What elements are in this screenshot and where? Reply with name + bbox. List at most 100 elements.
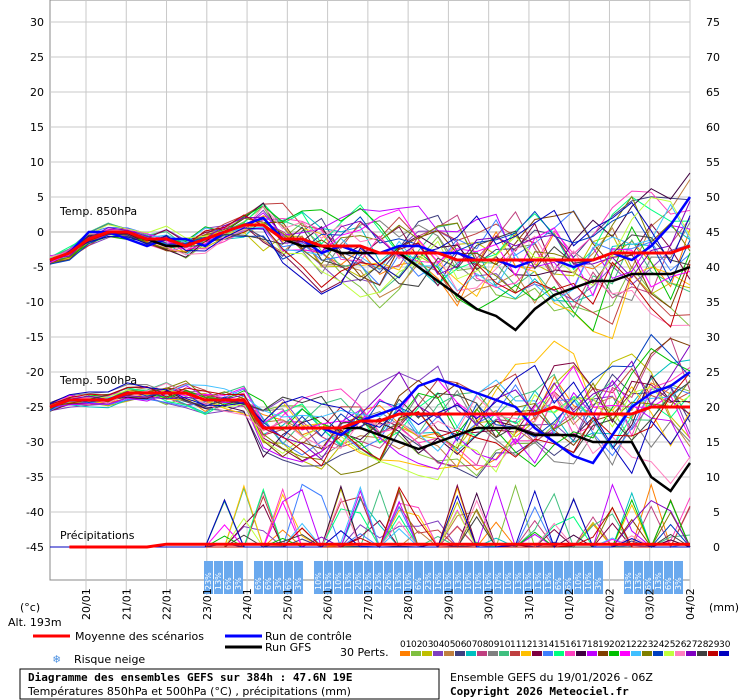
- pert-legend-swatch: [411, 651, 421, 656]
- pert-legend-id: 11: [510, 640, 521, 650]
- series-0-t850: [49, 223, 691, 262]
- left-tick-label: 20: [30, 86, 44, 99]
- snow-risk-box: [504, 561, 513, 594]
- pert-legend-id: 07: [466, 640, 477, 650]
- right-tick-label: 35: [706, 296, 720, 309]
- snow-risk-box: [264, 561, 273, 594]
- snow-risk-value: 13%: [654, 572, 663, 590]
- right-tick-label: 5: [713, 506, 720, 519]
- left-tick-label: -40: [26, 506, 44, 519]
- perturbation-04-t500: [49, 365, 691, 451]
- legend-snow-label: Risque neige: [74, 653, 145, 666]
- snow-risk-value: 10%: [334, 572, 343, 590]
- pert-legend-swatch: [587, 651, 597, 656]
- snow-risk-box: [514, 561, 523, 594]
- right-tick-label: 50: [706, 191, 720, 204]
- snow-risk-box: [394, 561, 403, 594]
- pert-legend-id: 10: [499, 640, 511, 650]
- snow-risk-box: [584, 561, 593, 594]
- snow-risk-value: 13%: [454, 572, 463, 590]
- pert-legend-swatch: [686, 651, 696, 656]
- snow-risk-box: [524, 561, 533, 594]
- pert-legend-id: 30: [719, 640, 731, 650]
- snow-risk-box: [444, 561, 453, 594]
- pert-legend-swatch: [708, 651, 718, 656]
- left-tick-label: -30: [26, 436, 44, 449]
- precip-mean: [69, 542, 690, 549]
- left-tick-label: 30: [30, 16, 44, 29]
- pert-legend-swatch: [455, 651, 465, 656]
- chart-subtitle: Températures 850hPa et 500hPa (°C) , pré…: [27, 685, 351, 698]
- pert-legend-id: 16: [565, 640, 577, 650]
- snow-risk-value: 13%: [524, 572, 533, 590]
- t500-label: Temp. 500hPa: [59, 374, 137, 387]
- right-tick-label: 75: [706, 16, 720, 29]
- snow-risk-value: 13%: [534, 572, 543, 590]
- perturbation-legend: 01 02 03 04 05 06 07 08 09 10 11 12 13 14 15 16 17 18 19 20…: [400, 640, 731, 656]
- t850-label: Temp. 850hPa: [59, 205, 137, 218]
- snow-risk-value: 6%: [224, 577, 233, 590]
- pert-legend-id: 22: [631, 640, 642, 650]
- snow-risk-value: 20%: [354, 572, 363, 590]
- left-tick-label: 10: [30, 156, 44, 169]
- right-tick-label: 65: [706, 86, 720, 99]
- x-tick-label: 20/01: [80, 588, 93, 620]
- perturbation-22-t850: [49, 203, 691, 302]
- right-unit: (mm): [709, 601, 739, 614]
- snow-risk-value: 6%: [284, 577, 293, 590]
- pert-legend-swatch: [719, 651, 729, 656]
- plot-frame: [49, 0, 691, 581]
- pert-legend-swatch: [576, 651, 586, 656]
- pert-legend-swatch: [488, 651, 498, 656]
- precip-label: Précipitations: [60, 529, 135, 542]
- pert-legend-swatch: [631, 651, 641, 656]
- snow-risk-box: [664, 561, 673, 594]
- main-series-lines: [49, 196, 692, 549]
- snow-risk-value: 10%: [574, 572, 583, 590]
- pert-legend-id: 21: [620, 640, 631, 650]
- snow-risk-value: 6%: [414, 577, 423, 590]
- pert-legend-swatch: [433, 651, 443, 656]
- perturbation-10-t850: [49, 220, 691, 318]
- pert-legend-swatch: [642, 651, 652, 656]
- snow-risk-value: 23%: [204, 572, 213, 590]
- snow-risk-value: 13%: [444, 572, 453, 590]
- snow-risk-value: 23%: [424, 572, 433, 590]
- pert-legend-id: 03: [422, 640, 433, 650]
- pert-legend-swatch: [565, 651, 575, 656]
- series-2-t850: [49, 223, 691, 332]
- pert-legend-swatch: [466, 651, 476, 656]
- snow-risk-value: 16%: [484, 572, 493, 590]
- snow-risk-value: 13%: [324, 572, 333, 590]
- x-tick-label: 23/01: [201, 588, 214, 620]
- snowflake-icon: ❄: [53, 652, 60, 666]
- right-tick-label: 10: [706, 471, 720, 484]
- snow-risk-value: 3%: [674, 577, 683, 590]
- snow-risk-value: 23%: [374, 572, 383, 590]
- perturbation-27-t500: [49, 345, 691, 461]
- pert-legend-swatch: [653, 651, 663, 656]
- pert-legend-swatch: [532, 651, 542, 656]
- snow-risk-value: 10%: [474, 572, 483, 590]
- snow-risk-value: 6%: [254, 577, 263, 590]
- right-tick-label: 0: [713, 541, 720, 554]
- snow-risk-value: 10%: [404, 572, 413, 590]
- snow-risk-box: [554, 561, 563, 594]
- pert-legend-swatch: [554, 651, 564, 656]
- snow-risk-box: [294, 561, 303, 594]
- right-tick-label: 40: [706, 261, 720, 274]
- right-tick-label: 70: [706, 51, 720, 64]
- left-tick-label: 25: [30, 51, 44, 64]
- altitude: Alt. 193m: [8, 616, 62, 629]
- left-tick-label: -15: [26, 331, 44, 344]
- pert-legend-id: 20: [609, 640, 621, 650]
- snow-risk-value: 10%: [584, 572, 593, 590]
- snow-risk-value: 6%: [264, 577, 273, 590]
- snow-risk-value: 13%: [344, 572, 353, 590]
- legend: Moyenne des scénarios Run de contrôle Ru…: [33, 630, 731, 666]
- snow-risk-value: 3%: [594, 577, 603, 590]
- snow-risk-box: [254, 561, 263, 594]
- pert-legend-swatch: [598, 651, 608, 656]
- snow-risk-box: [414, 561, 423, 594]
- snow-risk-box: [404, 561, 413, 594]
